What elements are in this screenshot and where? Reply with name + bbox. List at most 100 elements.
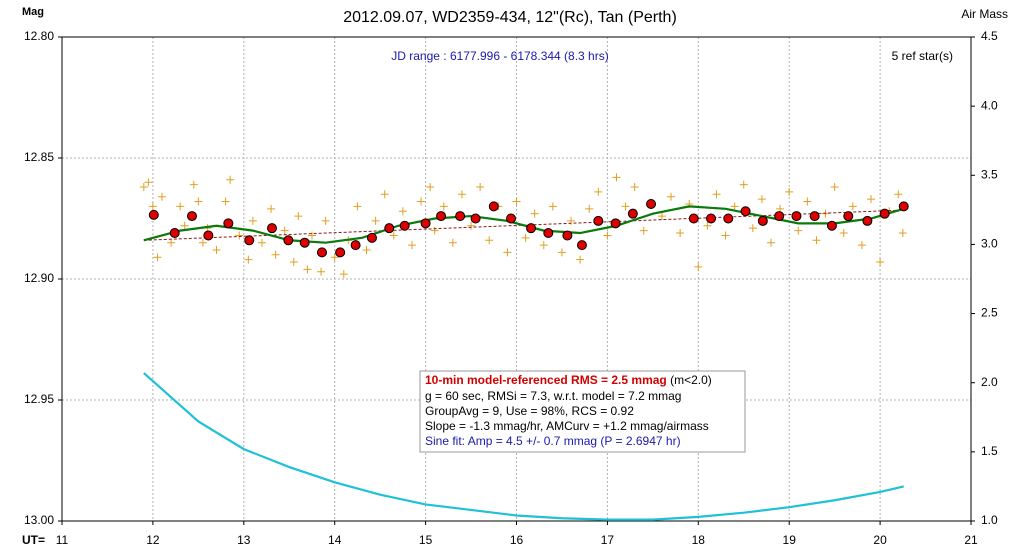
binned-point	[862, 215, 873, 226]
cross-point	[485, 236, 494, 245]
grid: 11 12 13 14 15 16 17 18 19 20 21 12.80 12.85 12.90 12.…	[24, 29, 998, 547]
cross-point	[585, 204, 594, 213]
cross-point	[330, 253, 339, 262]
cross-point	[621, 202, 630, 211]
cross-point	[321, 216, 330, 225]
cross-point	[244, 255, 253, 264]
cross-point	[894, 190, 903, 199]
cross-point	[639, 226, 648, 235]
binned-point	[774, 211, 785, 222]
cross-point	[417, 197, 426, 206]
cross-point	[180, 221, 189, 230]
cross-point	[721, 231, 730, 240]
cross-point	[867, 195, 876, 204]
cross-point	[557, 248, 566, 257]
binned-point	[169, 228, 180, 239]
cross-point	[389, 231, 398, 240]
ref-stars: 5 ref star(s)	[892, 49, 953, 63]
binned-point	[384, 223, 395, 234]
x-tick-label: 21	[964, 533, 978, 547]
cross-point	[603, 231, 612, 240]
y2-tick-label: 3.5	[981, 167, 998, 181]
cross-point	[362, 245, 371, 254]
binned-point	[299, 237, 310, 248]
cross-point	[767, 238, 776, 247]
y2-tick-label: 3.0	[981, 237, 998, 251]
cross-point	[794, 226, 803, 235]
info-line: GroupAvg = 9, Use = 98%, RCS = 0.92	[425, 404, 634, 418]
cross-point	[176, 202, 185, 211]
binned-point	[470, 213, 481, 224]
x-tick-label: 13	[237, 533, 251, 547]
info-box	[419, 370, 746, 453]
x-tick-label: 12	[146, 533, 160, 547]
x-tick-label: 14	[328, 533, 342, 547]
info-line: Slope = -1.3 mmag/hr, AMCurv = +1.2 mmag…	[425, 419, 709, 433]
cross-point	[303, 265, 312, 274]
binned-point	[627, 208, 638, 219]
cross-point	[144, 178, 153, 187]
x-tick-label: 16	[510, 533, 524, 547]
binned-point	[455, 211, 466, 222]
binned-point	[186, 211, 197, 222]
cross-point	[548, 202, 557, 211]
binned-point	[436, 211, 447, 222]
binned-point	[506, 213, 517, 224]
plot-frame	[61, 36, 972, 522]
cross-point	[785, 187, 794, 196]
cross-point	[380, 190, 389, 199]
cross-point	[821, 209, 830, 218]
info-rms: 10-min model-referenced RMS = 2.5 mmag	[425, 373, 667, 387]
binned-point	[740, 206, 751, 217]
cross-point	[803, 197, 812, 206]
cross-point	[898, 229, 907, 238]
binned-point	[706, 213, 717, 224]
cross-point	[426, 183, 435, 192]
binned-point	[526, 223, 537, 234]
series-line	[143, 205, 905, 244]
cross-point	[521, 233, 530, 242]
cross-point	[630, 183, 639, 192]
cross-point	[512, 197, 521, 206]
cross-point	[730, 202, 739, 211]
y2-tick-label: 1.0	[981, 513, 998, 527]
cross-point	[371, 216, 380, 225]
cross-point	[467, 221, 476, 230]
cross-point	[476, 183, 485, 192]
cross-point	[739, 180, 748, 189]
cross-point	[667, 192, 676, 201]
binned-point	[223, 218, 234, 229]
cross-point	[539, 241, 548, 250]
cross-point	[457, 190, 466, 199]
info-sine: Sine fit: Amp = 4.5 +/- 0.7 mmag (P = 2.…	[425, 434, 681, 448]
y2-tick-label: 4.5	[981, 29, 998, 43]
cross-point	[226, 175, 235, 184]
binned-point	[879, 208, 890, 219]
binned-point	[350, 240, 361, 251]
binned-point	[791, 211, 802, 222]
y2-tick-label: 1.5	[981, 444, 998, 458]
y2-tick-label: 2.0	[981, 375, 998, 389]
y-tick-label: 12.85	[24, 150, 54, 164]
binned-point	[420, 218, 431, 229]
jd-range: JD range : 6177.996 - 6178.344 (8.3 hrs)	[391, 49, 608, 63]
cross-point	[676, 229, 685, 238]
cross-point	[339, 270, 348, 279]
binned-point	[576, 240, 587, 251]
binned-point	[266, 223, 277, 234]
cross-point	[221, 197, 230, 206]
cross-point	[189, 180, 198, 189]
binned-point	[399, 220, 410, 231]
cross-point	[317, 267, 326, 276]
y-tick-label: 12.95	[24, 392, 54, 406]
cross-point	[194, 197, 203, 206]
binned-point	[826, 220, 837, 231]
cross-point	[612, 173, 621, 182]
binned-point	[898, 201, 909, 212]
binned-point	[366, 232, 377, 243]
cross-point	[398, 207, 407, 216]
cross-point	[157, 192, 166, 201]
binned-point	[244, 235, 255, 246]
cross-point	[148, 202, 157, 211]
